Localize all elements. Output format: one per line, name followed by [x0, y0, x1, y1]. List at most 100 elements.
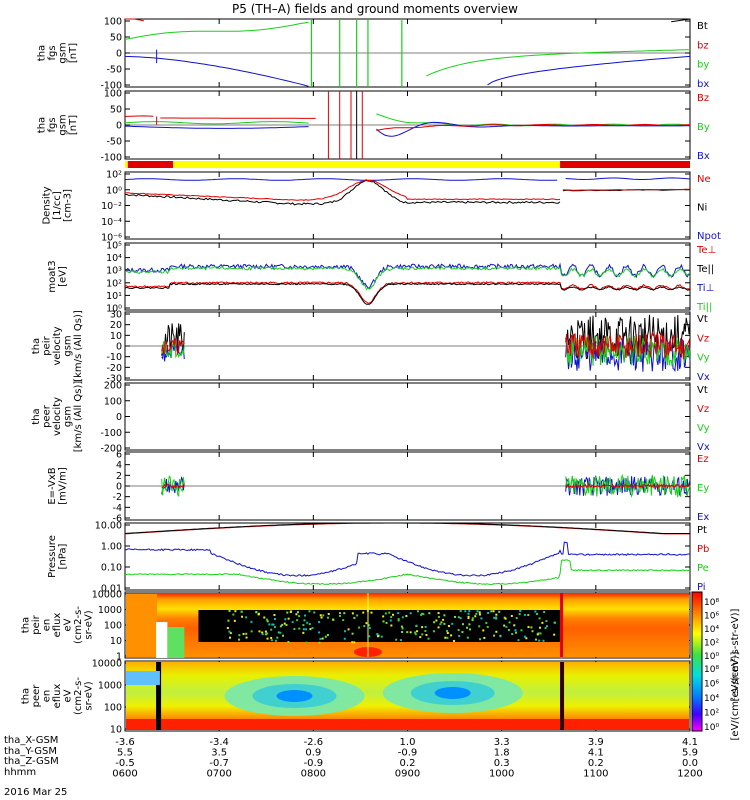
- ytick-label: 10²: [106, 170, 122, 181]
- ytick-label: 1: [116, 652, 122, 663]
- spectrogram-blob: [434, 687, 471, 699]
- x-axis-value-z: 0.2: [588, 758, 604, 769]
- ytick-label: 10: [110, 725, 122, 736]
- spectrogram-pixel: [415, 624, 418, 627]
- ez-series: [161, 483, 185, 489]
- ytick-label: 0: [116, 121, 122, 132]
- y-axis-label: [mV/m]: [57, 467, 68, 505]
- spectrogram-pixel: [466, 626, 469, 629]
- ytick-label: 100: [104, 17, 122, 28]
- colorbar-tick: 10⁰: [704, 652, 719, 662]
- spectrogram-pixel: [298, 615, 301, 618]
- spectrogram-pixel: [270, 628, 273, 631]
- ytick-label: 0.10: [101, 563, 122, 574]
- y-axis-label: [nPa]: [57, 543, 68, 569]
- legend-item: Pb: [697, 544, 709, 555]
- spectrogram-pixel: [322, 614, 325, 617]
- spectrogram-pixel: [457, 616, 460, 619]
- colorbar: [691, 591, 703, 732]
- y-axis-label: E=-VxB: [47, 467, 58, 504]
- spectrogram-pixel: [553, 633, 556, 636]
- legend-item: Bx: [697, 151, 710, 162]
- spectrogram-pixel: [425, 633, 428, 636]
- bx-series: [124, 125, 309, 129]
- y-axis-label: [km/s (All Qs)]: [73, 381, 84, 453]
- ytick-label: 6: [116, 450, 122, 461]
- spectrogram-blob: [276, 690, 313, 702]
- legend-item: bx: [697, 79, 709, 90]
- spectrogram-pixel: [510, 614, 513, 617]
- spectrogram-pixel: [504, 617, 507, 620]
- spectrogram-pixel: [388, 611, 391, 614]
- spectrogram-pixel: [390, 616, 393, 619]
- spectrogram-pixel: [468, 623, 471, 626]
- spectrogram-pixel: [279, 631, 282, 634]
- panel-frame-peer-vel: [124, 382, 691, 451]
- spectrogram-pixel: [515, 617, 518, 620]
- panel-frame-pressure: [124, 522, 691, 591]
- spectrogram-pixel: [446, 632, 449, 635]
- spectrogram-pixel: [306, 621, 309, 624]
- legend-item: Vx: [697, 372, 710, 383]
- colorbar-tick: 10²: [704, 639, 719, 649]
- spectrogram-pixel: [285, 624, 288, 627]
- spectrogram-pixel: [428, 612, 431, 615]
- spectrogram-pixel: [503, 624, 506, 627]
- spectrogram-pixel: [245, 616, 248, 619]
- ytick-label: 100: [104, 89, 122, 100]
- spectrogram-pixel: [356, 614, 359, 617]
- y-axis-label: gsm: [57, 114, 68, 135]
- vz-series: [161, 337, 185, 356]
- spectrogram-pixel: [308, 623, 311, 626]
- ytick-label: 10000: [92, 659, 122, 670]
- legend-item: Vz: [697, 333, 709, 344]
- ytick-label: 10000: [92, 590, 122, 601]
- ytick-label: 10⁻²: [101, 201, 122, 212]
- ytick-label: -100: [100, 81, 122, 92]
- spectrogram-pixel: [511, 633, 514, 636]
- colorbar-tick: 10⁴: [704, 694, 719, 704]
- bz-series: [124, 115, 154, 117]
- spectrogram-pixel: [358, 626, 361, 629]
- ez-series-2: [565, 483, 691, 489]
- y-axis-label: eflux: [52, 684, 63, 709]
- spectrogram-pixel: [480, 617, 483, 620]
- spectrogram-pixel: [250, 630, 253, 633]
- y-axis-label: peir: [31, 614, 42, 634]
- spectrogram-pixel: [228, 610, 231, 613]
- spectrogram-pixel: [279, 625, 282, 628]
- spectrogram-pixel: [245, 632, 248, 635]
- spectrogram-pixel: [342, 619, 345, 622]
- spectrogram-pixel: [451, 622, 454, 625]
- ytick-label: -2: [113, 492, 122, 503]
- te-par-series: [124, 282, 691, 305]
- x-axis-value-z: 0.0: [682, 758, 698, 769]
- spectrogram-pixel: [362, 611, 365, 614]
- spectrogram-pixel: [324, 635, 327, 638]
- mode-bar-slow: [125, 161, 561, 168]
- spectrogram-pixel: [313, 611, 316, 614]
- spectrogram-pixel: [534, 638, 537, 641]
- spectrogram-pixel: [421, 612, 424, 615]
- spectrogram-pixel: [433, 621, 436, 624]
- spectrogram-pixel: [466, 636, 469, 639]
- spectrogram-pixel: [368, 626, 371, 629]
- spectrogram-pixel: [344, 630, 347, 633]
- spectrogram-pixel: [422, 612, 425, 615]
- ytick-label: -50: [106, 137, 122, 148]
- spectrogram-boundary: [560, 593, 564, 657]
- y-axis-label: en: [42, 690, 53, 703]
- spectrogram-pixel: [338, 612, 341, 615]
- y-axis-label: moat3: [47, 260, 58, 292]
- legend-item: Te⊥: [696, 245, 716, 256]
- spectrogram-pixel: [343, 637, 346, 640]
- spectrogram-pixel: [454, 615, 457, 618]
- pi-series: [124, 541, 691, 577]
- x-axis-value-z: -0.7: [209, 758, 229, 769]
- spectrogram-pixel: [508, 621, 511, 624]
- y-axis-label: tha: [36, 117, 47, 133]
- spectrogram-pixel: [319, 637, 322, 640]
- spectrogram-pixel: [553, 621, 556, 624]
- legend-item: Bt: [697, 21, 708, 32]
- x-axis-value-x: -3.6: [115, 737, 135, 748]
